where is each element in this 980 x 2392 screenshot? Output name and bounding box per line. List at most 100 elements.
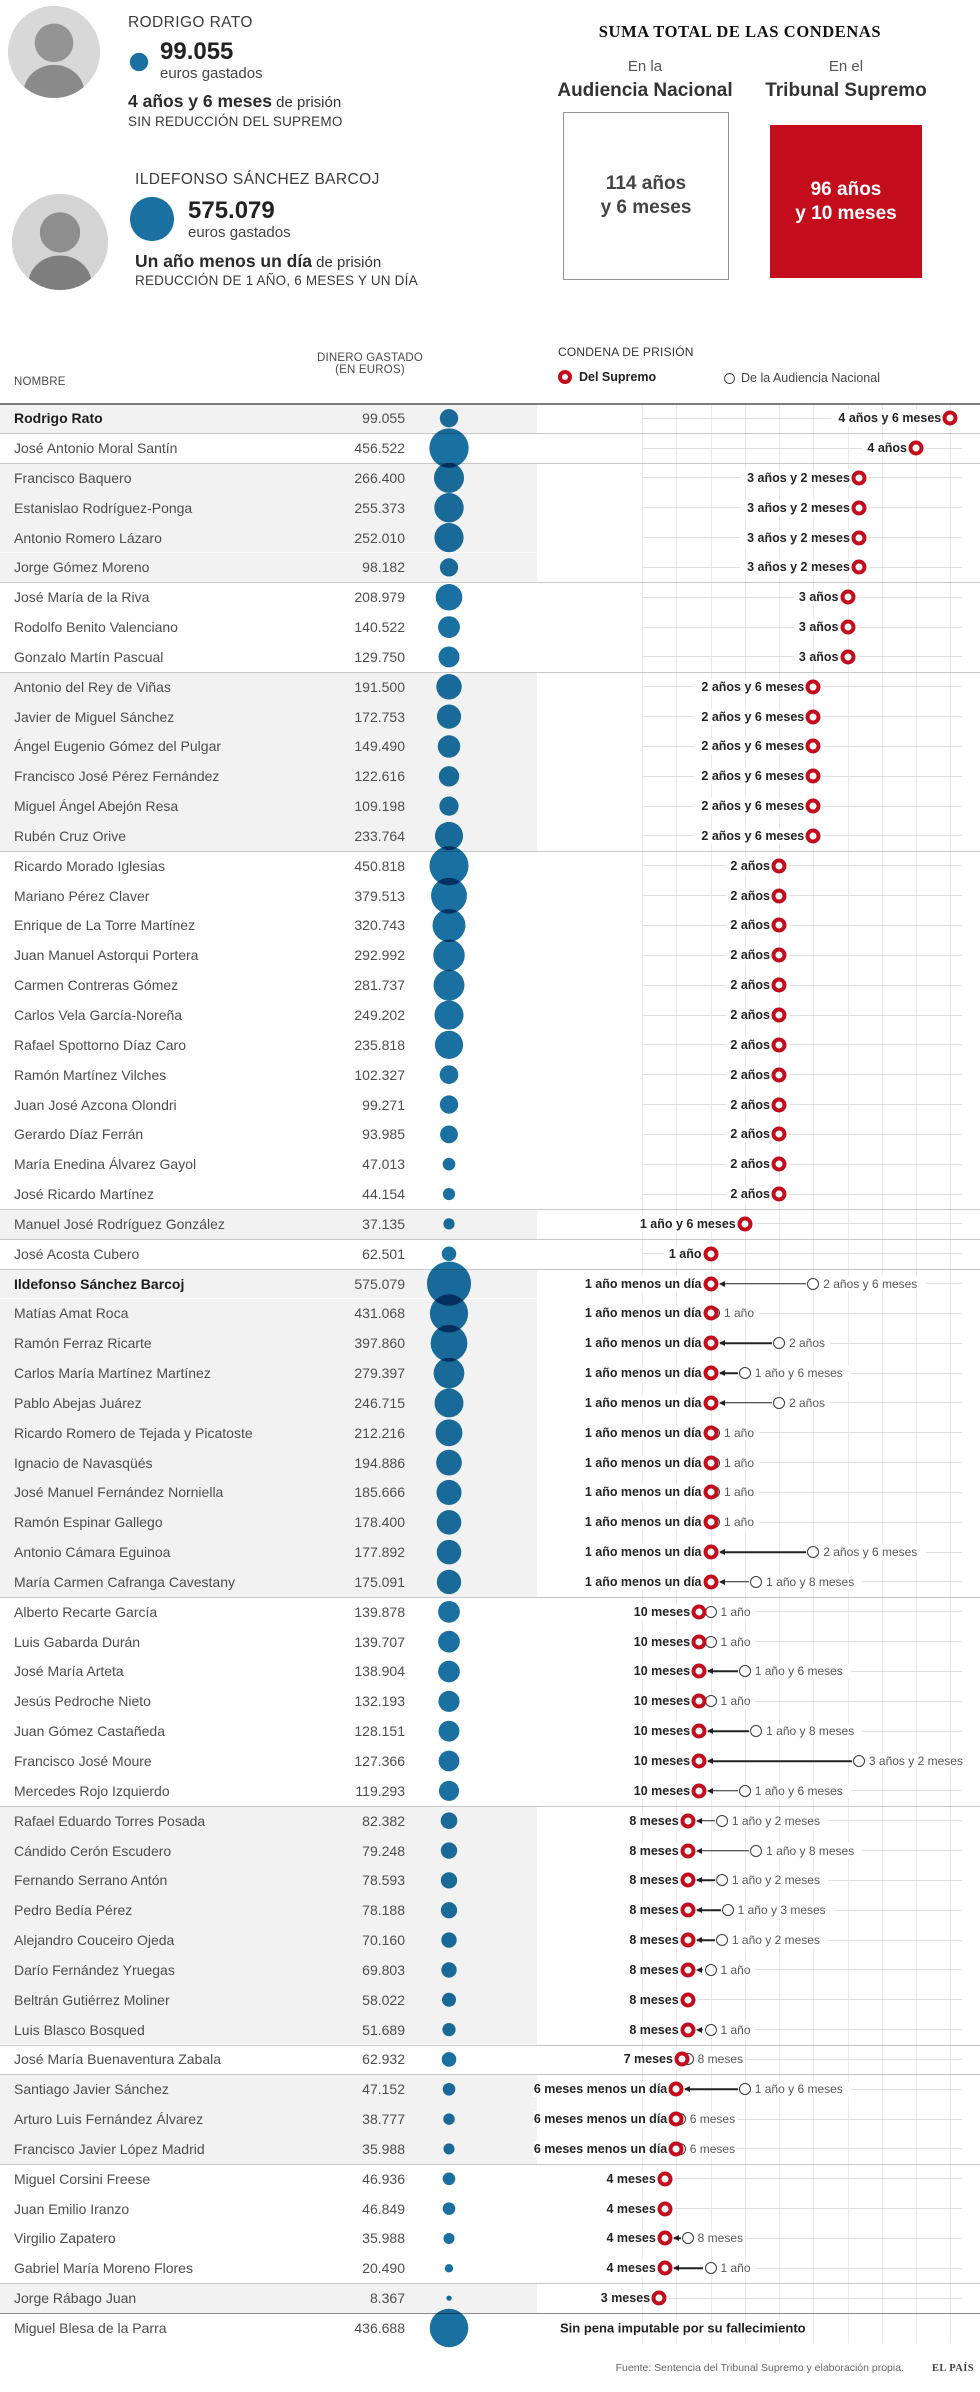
- label-mask: [763, 1843, 861, 1859]
- reduction-arrow-line: [719, 1282, 807, 1285]
- row-track-line: [642, 1044, 726, 1046]
- person-name: Carlos María Martínez Martínez: [14, 1365, 211, 1382]
- supremo-sentence-label: 2 años: [730, 1008, 770, 1022]
- supremo-sentence-label: 6 meses menos un día: [533, 2112, 668, 2127]
- supremo-court: Tribunal Supremo: [765, 80, 927, 101]
- label-mask: [686, 2141, 735, 2157]
- supremo-sentence-label: 1 año menos un día: [584, 1276, 702, 1291]
- supremo-sentence-label: 2 años: [730, 1097, 770, 1112]
- row-track-line: [789, 1193, 962, 1195]
- group-separator: [0, 2313, 980, 2315]
- money-amount: 51.689: [362, 2021, 405, 2038]
- table-row: Fernando Serrano Antón 78.593 8 meses 1 año…: [0, 1865, 980, 1896]
- audiencia-sentence-label: 1 año: [724, 1515, 755, 1530]
- label-mask: [864, 440, 916, 457]
- table-row: Juan José Azcona Olondri 99.271 2 años: [0, 1090, 980, 1120]
- person-name: Rodolfo Benito Valenciano: [14, 619, 178, 636]
- legend-supremo-label: Del Supremo: [579, 370, 657, 384]
- table-row: Ramón Ferraz Ricarte 397.860 1 año menos u…: [0, 1328, 980, 1359]
- supremo-sentence-label: 2 años: [730, 1127, 770, 1142]
- row-track-line: [755, 2267, 962, 2269]
- money-amount: 78.188: [362, 1902, 405, 1919]
- label-mask: [629, 1872, 688, 1889]
- label-mask: [717, 1693, 754, 1709]
- arrow-head-icon: [672, 2265, 679, 2272]
- audiencia-sentence-label: 1 año y 2 meses: [731, 1873, 820, 1888]
- row-track-line: [789, 1014, 962, 1016]
- table-row: José María de la Riva 208.979 3 años: [0, 582, 980, 612]
- money-amount: 149.490: [354, 738, 405, 755]
- supremo-ring-icon: [691, 1783, 707, 1799]
- audiencia-sentence-label: 1 año y 8 meses: [766, 1574, 855, 1589]
- table-row: Rubén Cruz Orive 233.764 2 años y 6 meses: [0, 821, 980, 851]
- row-track-line: [642, 954, 726, 956]
- arrow-head-icon: [718, 1399, 725, 1406]
- supremo-ring-icon: [703, 1276, 718, 1292]
- supremo-ring-icon: [851, 470, 867, 486]
- label-mask: [606, 2260, 665, 2277]
- row-track-line: [674, 2178, 962, 2180]
- label-mask: [696, 738, 814, 755]
- row-track-line: [642, 895, 726, 897]
- reduction-arrow-line: [719, 1402, 772, 1404]
- row-track-line: [829, 1402, 962, 1404]
- person-name: Arturo Luis Fernández Álvarez: [14, 2111, 204, 2128]
- label-mask: [696, 708, 814, 725]
- money-amount: 279.397: [354, 1365, 405, 1382]
- audiencia-sentence-label: 1 año: [720, 1962, 751, 1977]
- audiencia-sentence-label: 3 años y 2 meses: [868, 1754, 963, 1768]
- reduction-arrow-line: [719, 1551, 807, 1553]
- reduction-arrow-line: [696, 1879, 715, 1882]
- money-amount: 79.248: [362, 1842, 405, 1859]
- person-name: María Enedina Álvarez Gayol: [14, 1156, 197, 1173]
- supremo-total-box: 96 años y 10 meses: [770, 125, 922, 278]
- person-name: José Manuel Fernández Norniella: [14, 1484, 224, 1501]
- audiencia-ring-icon: [704, 2023, 717, 2036]
- supremo-sentence-label: 10 meses: [633, 1754, 691, 1768]
- person-name: Rubén Cruz Orive: [14, 827, 127, 844]
- row-track-line: [758, 1521, 962, 1523]
- person-silhouette-icon: [8, 6, 100, 98]
- row-track-line: [828, 1879, 962, 1881]
- label-mask: [533, 2081, 677, 2098]
- row-track-line: [642, 1104, 726, 1106]
- supremo-ring-icon: [771, 1067, 787, 1083]
- audiencia-ring-icon: [750, 1725, 763, 1738]
- supremo-sentence-label: 8 meses: [629, 1992, 679, 2007]
- supremo-sentence-label: 3 años: [798, 649, 839, 664]
- row-track-line: [744, 2237, 962, 2239]
- supremo-ring-icon: [851, 500, 867, 516]
- money-amount: 138.904: [354, 1663, 405, 1680]
- row-track-line: [823, 775, 962, 777]
- supremo-sentence-label: 1 año menos un día: [584, 1395, 702, 1410]
- label-mask: [624, 2051, 682, 2068]
- row-track-line: [789, 924, 962, 926]
- person-name: Ángel Eugenio Gómez del Pulgar: [14, 738, 222, 755]
- barcoj-name: ILDEFONSO SÁNCHEZ BARCOJ: [135, 171, 380, 188]
- table-row: María Enedina Álvarez Gayol 47.013 2 años: [0, 1149, 980, 1179]
- money-amount: 397.860: [354, 1335, 405, 1352]
- audiencia-ring-icon: [738, 1784, 751, 1797]
- supremo-sentence-label: 2 años y 6 meses: [701, 709, 805, 724]
- table-row: Ricardo Morado Iglesias 450.818 2 años: [0, 850, 980, 881]
- table-row: Carlos Vela García-Noreña 249.202 2 años: [0, 1000, 980, 1030]
- audiencia-sentence-label: 1 año: [720, 1604, 751, 1619]
- label-mask: [629, 1842, 688, 1859]
- row-track-line: [642, 745, 695, 747]
- row-track-line: [868, 566, 962, 568]
- arrow-head-icon: [695, 1877, 702, 1884]
- supremo-ring-icon: [703, 1514, 718, 1530]
- group-separator: [0, 403, 980, 405]
- money-amount: 185.666: [354, 1484, 405, 1501]
- row-track-line: [862, 1581, 962, 1583]
- label-mask: [865, 1753, 970, 1769]
- supremo-ring-icon: [680, 2022, 696, 2038]
- person-name: Ildefonso Sánchez Barcoj: [14, 1275, 185, 1292]
- row-track-line: [789, 1044, 962, 1046]
- label-mask: [734, 1902, 832, 1918]
- money-amount: 128.151: [354, 1723, 405, 1740]
- label-mask: [580, 1335, 711, 1352]
- supremo-total-line1: 96 años: [810, 178, 882, 200]
- money-amount: 436.688: [354, 2319, 405, 2336]
- row-track-line: [642, 477, 741, 479]
